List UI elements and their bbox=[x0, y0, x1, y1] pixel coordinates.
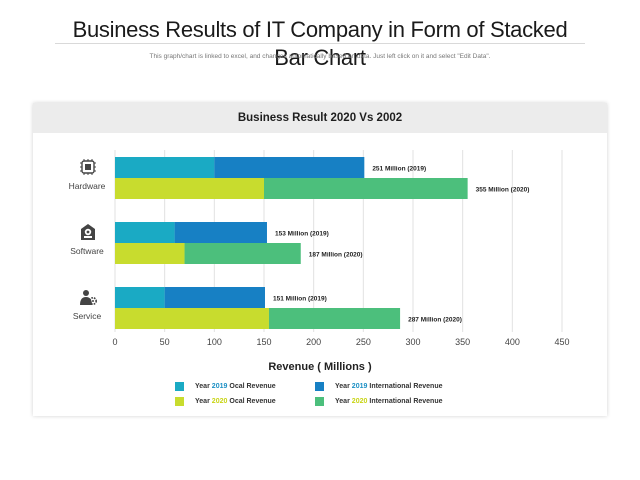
data-label: 151 Million (2019) bbox=[273, 296, 327, 303]
legend-label: Year 2020 Ocal Revenue bbox=[195, 398, 276, 405]
bar-segment bbox=[264, 178, 468, 199]
category-label: Service bbox=[73, 311, 102, 321]
legend-item: Year 2019 Ocal Revenue bbox=[175, 382, 276, 391]
bar-segment bbox=[115, 243, 185, 264]
bar-segment bbox=[164, 287, 265, 308]
bar-segment bbox=[115, 222, 175, 243]
x-tick-label: 50 bbox=[160, 337, 170, 347]
chart-card[interactable]: Business Result 2020 Vs 2002 bbox=[33, 103, 607, 416]
bar-segment bbox=[115, 178, 264, 199]
chart-title: Business Result 2020 Vs 2002 bbox=[33, 103, 607, 133]
legend-label: Year 2019 Ocal Revenue bbox=[195, 383, 276, 390]
x-tick-label: 150 bbox=[256, 337, 271, 347]
data-label: 287 Million (2020) bbox=[408, 317, 462, 324]
bar-segment bbox=[268, 308, 401, 329]
x-tick-label: 0 bbox=[112, 337, 117, 347]
legend-swatch bbox=[175, 397, 184, 406]
legend-item: Year 2020 Ocal Revenue bbox=[175, 397, 276, 406]
bar-segment bbox=[115, 157, 215, 178]
data-label: 187 Million (2020) bbox=[309, 252, 363, 259]
legend-swatch bbox=[315, 382, 324, 391]
x-tick-label: 450 bbox=[554, 337, 569, 347]
x-tick-label: 250 bbox=[356, 337, 371, 347]
data-label: 355 Million (2020) bbox=[476, 187, 530, 194]
chart-legend: Year 2019 Ocal Revenue Year 2019 Internationa… bbox=[175, 382, 505, 412]
page-title: Business Results of IT Company in Form o… bbox=[55, 16, 585, 70]
bar-segment bbox=[214, 157, 365, 178]
x-tick-label: 100 bbox=[207, 337, 222, 347]
page-subtitle: This graph/chart is linked to excel, and… bbox=[149, 53, 491, 60]
data-label: 251 Million (2019) bbox=[372, 166, 426, 173]
category-label: Software bbox=[70, 246, 104, 256]
legend-item: Year 2020 International Revenue bbox=[315, 397, 443, 406]
x-axis-label: Revenue ( Millions ) bbox=[268, 361, 372, 373]
bar-segment bbox=[115, 308, 269, 329]
service-person-gear-icon bbox=[80, 290, 98, 306]
legend-swatch bbox=[175, 382, 184, 391]
x-tick-label: 400 bbox=[505, 337, 520, 347]
bar-segment bbox=[174, 222, 267, 243]
legend-label: Year 2019 International Revenue bbox=[335, 383, 443, 390]
software-gear-icon bbox=[81, 224, 95, 240]
cpu-chip-icon bbox=[80, 159, 96, 175]
legend-swatch bbox=[315, 397, 324, 406]
legend-label: Year 2020 International Revenue bbox=[335, 398, 443, 405]
legend-item: Year 2019 International Revenue bbox=[315, 382, 443, 391]
data-label: 153 Million (2019) bbox=[275, 231, 329, 238]
x-tick-label: 350 bbox=[455, 337, 470, 347]
x-tick-label: 300 bbox=[405, 337, 420, 347]
bar-segment bbox=[184, 243, 301, 264]
bar-segment bbox=[115, 287, 165, 308]
category-label: Hardware bbox=[69, 181, 106, 191]
x-tick-label: 200 bbox=[306, 337, 321, 347]
